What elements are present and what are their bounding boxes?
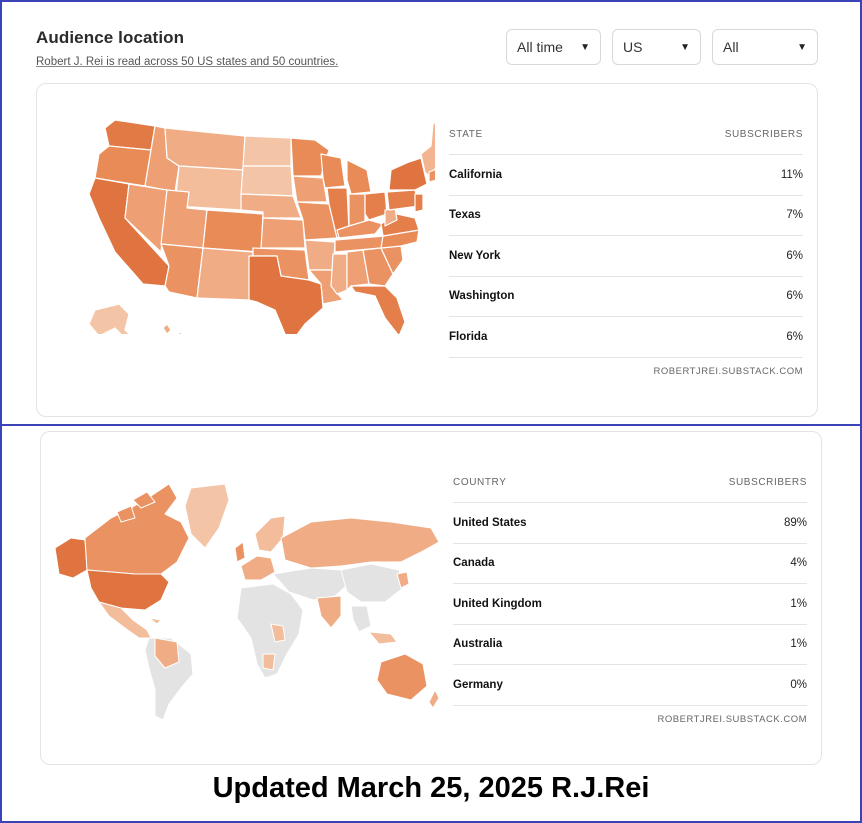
country-name: United States bbox=[453, 516, 527, 529]
subscriber-percent: 1% bbox=[790, 597, 807, 610]
table-row[interactable]: Germany 0% bbox=[453, 665, 807, 706]
country-column-header: COUNTRY bbox=[453, 477, 507, 488]
map-state-florida bbox=[350, 285, 406, 334]
subscriber-percent: 11% bbox=[780, 168, 803, 181]
subscribers-column-header: SUBSCRIBERS bbox=[728, 477, 807, 488]
table-row[interactable]: California 11% bbox=[449, 155, 803, 196]
subscriber-percent: 6% bbox=[786, 290, 803, 303]
source-label: ROBERTJREI.SUBSTACK.COM bbox=[657, 713, 807, 725]
table-row[interactable]: Florida 6% bbox=[449, 317, 803, 358]
subscriber-percent: 1% bbox=[790, 638, 807, 651]
country-name: Canada bbox=[453, 557, 495, 570]
table-row[interactable]: New York 6% bbox=[449, 236, 803, 277]
state-name: New York bbox=[449, 249, 501, 262]
audience-value: All bbox=[723, 39, 739, 55]
page-subtitle[interactable]: Robert J. Rei is read across 50 US state… bbox=[36, 56, 339, 68]
bottom-frame bbox=[0, 424, 862, 823]
table-row[interactable]: United Kingdom 1% bbox=[453, 584, 807, 625]
subscriber-percent: 7% bbox=[786, 209, 803, 222]
countries-table: COUNTRY SUBSCRIBERS United States 89% Ca… bbox=[453, 463, 807, 725]
us-states-map[interactable] bbox=[85, 114, 435, 334]
subscriber-percent: 89% bbox=[783, 516, 807, 529]
table-row[interactable]: Canada 4% bbox=[453, 544, 807, 584]
country-name: Germany bbox=[453, 678, 503, 691]
time-range-select[interactable]: All time ▼ bbox=[506, 29, 601, 65]
page-title: Audience location bbox=[36, 28, 185, 47]
subscriber-percent: 6% bbox=[786, 249, 803, 262]
state-name: California bbox=[449, 168, 503, 181]
state-name: Florida bbox=[449, 330, 488, 343]
header: Audience location Robert J. Rei is read … bbox=[36, 28, 338, 68]
subscribers-column-header: SUBSCRIBERS bbox=[724, 129, 803, 140]
table-header: STATE SUBSCRIBERS bbox=[449, 115, 803, 155]
subscriber-percent: 6% bbox=[786, 330, 803, 343]
region-value: US bbox=[623, 39, 643, 55]
chevron-down-icon: ▼ bbox=[580, 41, 590, 53]
top-frame bbox=[0, 0, 862, 426]
subscriber-percent: 0% bbox=[790, 678, 807, 691]
table-row[interactable]: Texas 7% bbox=[449, 196, 803, 236]
world-location-card: COUNTRY SUBSCRIBERS United States 89% Ca… bbox=[40, 431, 822, 765]
table-row[interactable]: Washington 6% bbox=[449, 277, 803, 317]
country-name: United Kingdom bbox=[453, 597, 542, 610]
time-range-value: All time bbox=[517, 39, 563, 55]
us-states-table: STATE SUBSCRIBERS California 11% Texas 7… bbox=[449, 115, 803, 377]
table-row[interactable]: United States 89% bbox=[453, 503, 807, 544]
chevron-down-icon: ▼ bbox=[797, 41, 807, 53]
state-name: Washington bbox=[449, 290, 515, 303]
audience-select[interactable]: All ▼ bbox=[712, 29, 818, 65]
table-row[interactable]: Australia 1% bbox=[453, 625, 807, 665]
update-caption: Updated March 25, 2025 R.J.Rei bbox=[212, 772, 650, 804]
table-header: COUNTRY SUBSCRIBERS bbox=[453, 463, 807, 503]
us-location-card: STATE SUBSCRIBERS California 11% Texas 7… bbox=[36, 83, 818, 417]
chevron-down-icon: ▼ bbox=[680, 41, 690, 53]
state-column-header: STATE bbox=[449, 129, 483, 140]
map-state-washington bbox=[104, 119, 156, 151]
world-countries-map[interactable] bbox=[51, 478, 441, 722]
state-name: Texas bbox=[449, 209, 481, 222]
map-state-new-york bbox=[388, 157, 428, 191]
map-state-texas bbox=[248, 255, 324, 334]
country-name: Australia bbox=[453, 638, 503, 651]
subscriber-percent: 4% bbox=[790, 557, 807, 570]
source-label: ROBERTJREI.SUBSTACK.COM bbox=[653, 365, 803, 377]
region-select[interactable]: US ▼ bbox=[612, 29, 701, 65]
